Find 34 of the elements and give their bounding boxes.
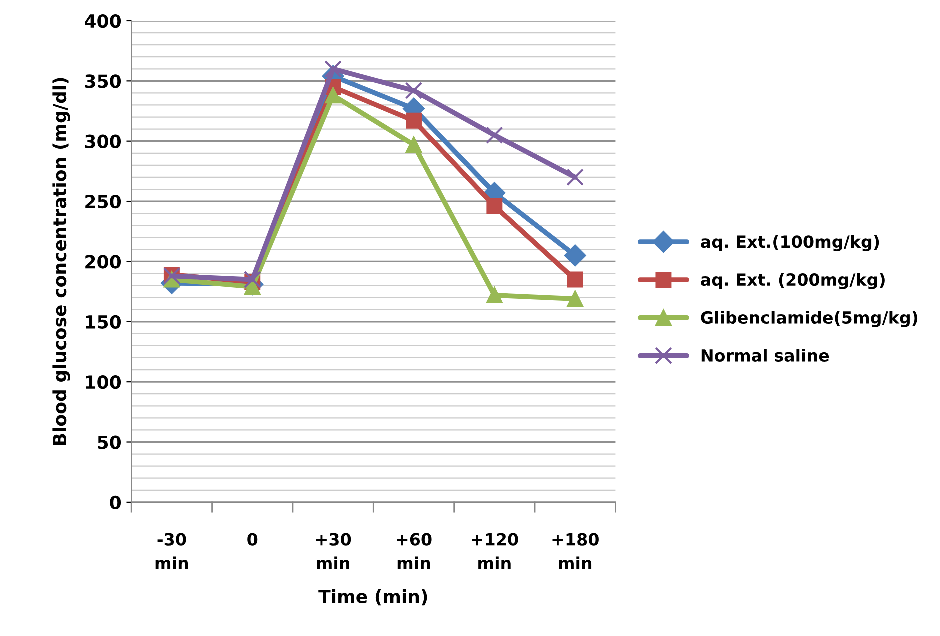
point bbox=[486, 287, 503, 304]
point bbox=[406, 112, 422, 129]
x-tick-label: +30 min bbox=[316, 533, 352, 570]
x-tick-label: +120 min bbox=[472, 533, 518, 570]
point bbox=[567, 291, 584, 308]
y-tick-label: 0 bbox=[110, 496, 122, 510]
point bbox=[566, 168, 584, 186]
x-tick-label: +180 min bbox=[552, 533, 599, 570]
y-axis-title: Blood glucose concentration (mg/dl) bbox=[52, 78, 70, 446]
point bbox=[244, 271, 262, 288]
y-tick-label: 250 bbox=[86, 194, 122, 209]
x-axis-title: Time (min) bbox=[318, 590, 428, 606]
x-tick-label: +60 min bbox=[397, 533, 432, 570]
y-tick-label: 200 bbox=[86, 255, 122, 269]
point bbox=[324, 60, 342, 78]
point bbox=[486, 198, 503, 214]
y-tick-label: 100 bbox=[86, 376, 122, 390]
point bbox=[325, 88, 342, 104]
legend-label: aq. Ext. (200mg/kg) bbox=[701, 273, 885, 290]
point bbox=[564, 244, 586, 267]
y-tick-label: 300 bbox=[85, 134, 122, 148]
y-tick-label: 400 bbox=[85, 14, 122, 28]
x-tick-label: 0 bbox=[248, 533, 258, 546]
point bbox=[405, 82, 423, 100]
y-tick-label: 50 bbox=[98, 436, 122, 450]
point bbox=[486, 126, 504, 144]
legend-label: Normal saline bbox=[702, 349, 830, 362]
y-tick-label: 150 bbox=[86, 315, 122, 330]
x-tick-label: -30 min bbox=[156, 533, 188, 570]
legend-label: aq. Ext.(100mg/kg) bbox=[701, 235, 880, 252]
y-tick-label: 350 bbox=[85, 74, 122, 88]
point bbox=[406, 136, 422, 153]
legend-label: Glibenclamide(5mg/kg) bbox=[701, 311, 918, 328]
point bbox=[567, 272, 584, 288]
